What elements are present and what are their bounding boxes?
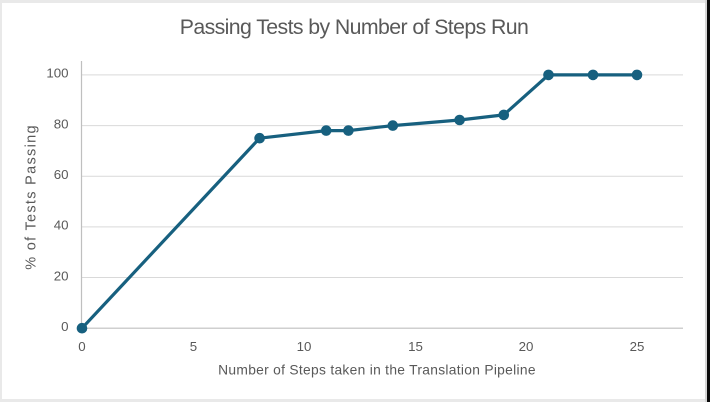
- svg-text:Number of Steps taken in the T: Number of Steps taken in the Translation…: [218, 363, 536, 378]
- svg-text:0: 0: [61, 319, 68, 334]
- svg-text:100: 100: [46, 66, 68, 81]
- svg-text:80: 80: [54, 116, 69, 131]
- svg-text:% of Tests Passing: % of Tests Passing: [24, 124, 40, 270]
- svg-text:15: 15: [408, 339, 423, 354]
- svg-text:10: 10: [297, 339, 312, 354]
- svg-text:40: 40: [54, 218, 69, 233]
- svg-text:0: 0: [78, 339, 85, 354]
- svg-text:20: 20: [519, 339, 534, 354]
- svg-text:Passing Tests by Number of Ste: Passing Tests by Number of Steps Run: [180, 15, 529, 39]
- svg-text:60: 60: [54, 167, 69, 182]
- svg-text:20: 20: [54, 268, 69, 283]
- svg-text:25: 25: [630, 339, 645, 354]
- svg-text:5: 5: [190, 339, 197, 354]
